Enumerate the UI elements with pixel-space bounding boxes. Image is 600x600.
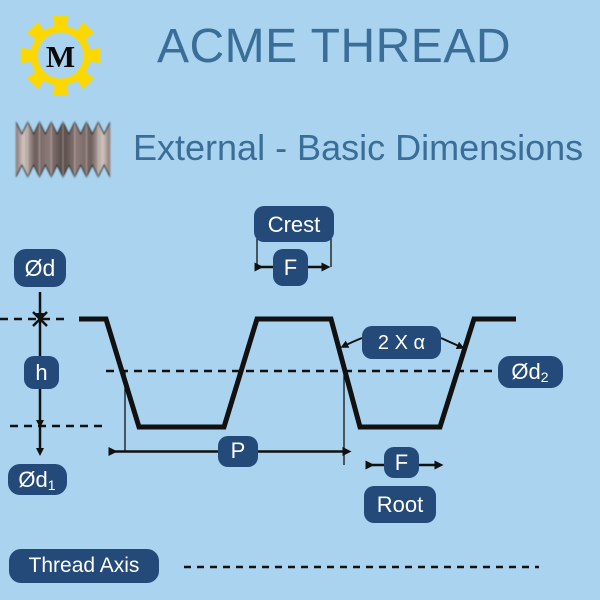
svg-text:Crest: Crest (268, 212, 321, 237)
svg-text:F: F (395, 450, 408, 475)
svg-text:Ød: Ød (25, 255, 56, 281)
svg-text:Thread Axis: Thread Axis (29, 554, 140, 577)
svg-text:Root: Root (377, 492, 423, 517)
svg-text:F: F (284, 255, 297, 280)
svg-text:h: h (35, 360, 47, 385)
svg-text:P: P (231, 438, 246, 463)
svg-text:2 X α: 2 X α (378, 332, 425, 354)
